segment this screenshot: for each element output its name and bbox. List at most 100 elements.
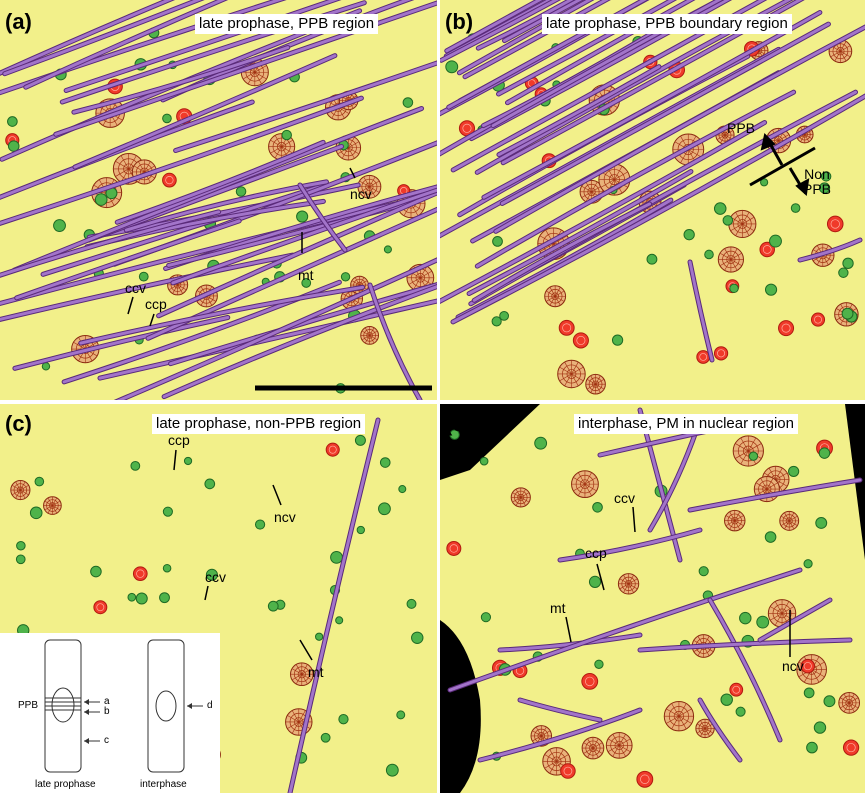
coated-vesicle-ncv xyxy=(297,211,308,222)
coated-vesicle-ncv xyxy=(163,507,172,516)
coated-vesicle-ncv xyxy=(403,98,413,108)
coated-vesicle-ncv xyxy=(804,560,812,568)
coated-vesicle-ncv xyxy=(184,457,191,464)
coated-vesicle-ncv xyxy=(236,187,246,197)
coated-vesicle-ncv xyxy=(535,437,547,449)
coated-vesicle-ncv xyxy=(789,466,799,476)
coated-vesicle-ncv xyxy=(282,130,291,139)
coated-vesicle-ncv xyxy=(163,114,172,123)
coated-vesicle-ncv xyxy=(35,477,44,486)
coated-vesicle-ncv xyxy=(736,707,745,716)
coated-vesicle-ncv xyxy=(740,612,751,623)
coated-vesicle-ncv xyxy=(380,458,390,468)
panel-label: (a) xyxy=(5,10,32,34)
coated-vesicle-ncv xyxy=(714,203,726,215)
coated-vesicle-ncv xyxy=(407,599,416,608)
coated-vesicle-ncv xyxy=(316,633,323,640)
coated-vesicle-ncv xyxy=(136,593,147,604)
coated-vesicle-ncv xyxy=(804,688,814,698)
panel-label: (d) xyxy=(445,412,473,436)
coated-vesicle-ncv xyxy=(357,526,364,533)
clathrin-coated-vesicle xyxy=(573,333,588,348)
coated-vesicle-ncv xyxy=(721,694,732,705)
clathrin-coated-vesicle xyxy=(843,740,858,755)
coated-vesicle-ncv xyxy=(355,435,365,445)
coated-vesicle-ncv xyxy=(493,237,503,247)
page: {"panels": [ {"label": "(a)", "title": "… xyxy=(0,0,865,793)
clathrin-coated-vesicle xyxy=(133,567,147,581)
coated-vesicle-ncv xyxy=(647,254,657,264)
coated-vesicle-ncv xyxy=(341,273,349,281)
coated-vesicle-ncv xyxy=(205,479,215,489)
coated-vesicle-ncv xyxy=(321,733,330,742)
annotation-label: mt xyxy=(298,268,314,283)
clathrin-coated-vesicle xyxy=(637,771,653,787)
coated-vesicle-ncv xyxy=(814,722,825,733)
coated-vesicle-ncv xyxy=(399,486,406,493)
inset-caption: interphase xyxy=(140,779,187,790)
inset-caption: late prophase xyxy=(35,779,96,790)
panel-label: (c) xyxy=(5,412,32,436)
inset-label: d xyxy=(207,700,213,711)
clathrin-coated-vesicle xyxy=(163,173,177,187)
coated-vesicle-ncv xyxy=(339,715,348,724)
inset-label: c xyxy=(104,735,109,746)
coated-vesicle-ncv xyxy=(95,194,107,206)
coated-vesicle-ncv xyxy=(42,363,49,370)
annotation-label: ccv xyxy=(205,570,226,585)
annotation-label: Non PPB xyxy=(800,167,834,197)
clathrin-coated-vesicle xyxy=(447,541,461,555)
annotation-label: ccp xyxy=(145,297,167,312)
coated-vesicle-ncv xyxy=(480,457,488,465)
coated-vesicle-ncv xyxy=(819,448,829,458)
annotation-label: mt xyxy=(550,601,566,616)
clathrin-coated-vesicle xyxy=(730,683,743,696)
figure xyxy=(0,0,865,793)
annotation-label: ncv xyxy=(782,659,804,674)
coated-vesicle-ncv xyxy=(331,551,343,563)
coated-vesicle-ncv xyxy=(54,220,66,232)
coated-vesicle-ncv xyxy=(163,564,171,572)
coated-vesicle-ncv xyxy=(446,61,458,73)
coated-vesicle-ncv xyxy=(336,617,343,624)
panel-label: (b) xyxy=(445,10,473,34)
coated-vesicle-ncv xyxy=(8,117,18,127)
clathrin-coated-vesicle xyxy=(561,764,576,779)
panel xyxy=(440,404,865,793)
coated-vesicle-ncv xyxy=(843,258,853,268)
annotation-label: mt xyxy=(308,665,324,680)
coated-vesicle-ncv xyxy=(723,216,733,226)
coated-vesicle-ncv xyxy=(765,284,776,295)
clathrin-coated-vesicle xyxy=(94,601,107,614)
annotation-label: ccp xyxy=(168,433,190,448)
clathrin-coated-vesicle xyxy=(779,321,794,336)
clathrin-coated-vesicle xyxy=(827,216,843,232)
coated-vesicle-ncv xyxy=(684,230,694,240)
coated-vesicle-ncv xyxy=(255,520,264,529)
clathrin-coated-vesicle xyxy=(714,347,727,360)
clathrin-coated-vesicle xyxy=(582,673,598,689)
coated-vesicle-ncv xyxy=(699,567,708,576)
annotation-label: PPB xyxy=(727,121,755,136)
coated-vesicle-ncv xyxy=(91,566,102,577)
coated-vesicle-ncv xyxy=(705,250,714,259)
clathrin-coated-vesicle xyxy=(811,313,824,326)
inset-background xyxy=(0,633,220,793)
coated-vesicle-ncv xyxy=(595,660,603,668)
clathrin-coated-vesicle xyxy=(326,443,339,456)
coated-vesicle-ncv xyxy=(765,532,776,543)
coated-vesicle-ncv xyxy=(16,555,25,564)
coated-vesicle-ncv xyxy=(770,235,782,247)
coated-vesicle-ncv xyxy=(268,601,278,611)
coated-vesicle-ncv xyxy=(386,764,398,776)
coated-vesicle-ncv xyxy=(128,593,136,601)
coated-vesicle-ncv xyxy=(612,335,622,345)
coated-vesicle-ncv xyxy=(589,576,600,587)
coated-vesicle-ncv xyxy=(30,507,42,519)
coated-vesicle-ncv xyxy=(379,503,391,515)
inset-label: PPB xyxy=(18,700,38,711)
panel-title: late prophase, PPB boundary region xyxy=(542,14,792,34)
coated-vesicle-ncv xyxy=(481,613,490,622)
panel-title: late prophase, non-PPB region xyxy=(152,414,365,434)
annotation-label: ccp xyxy=(585,546,607,561)
